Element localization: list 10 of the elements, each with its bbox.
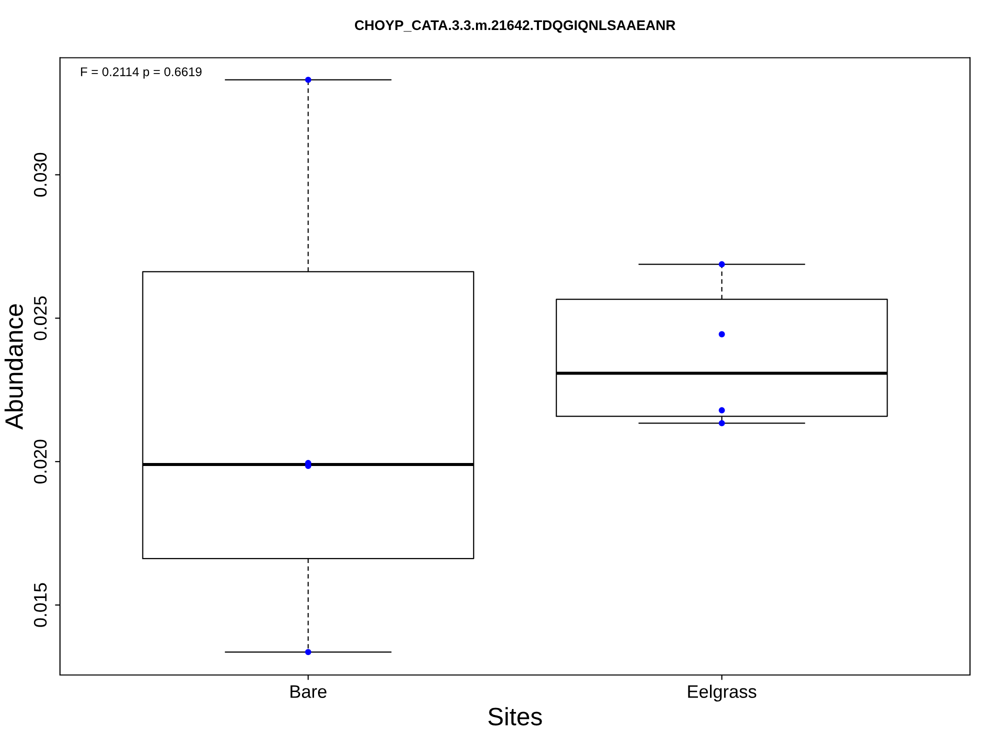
x-axis-title: Sites [488, 707, 542, 726]
annotation: F = 0.2114 p = 0.6619 [81, 67, 202, 79]
y-tick-label: 0.025 [34, 296, 47, 340]
y-tick-label: 0.030 [34, 152, 47, 197]
x-tick-label: Bare [290, 685, 326, 698]
y-axis-title: Abundance [4, 304, 23, 430]
y-tick-label: 0.020 [34, 440, 47, 484]
y-tick-label: 0.015 [34, 583, 47, 627]
chart-title: CHOYP_CATA.3.3.m.21642.TDQGIQNLSAAEANR [354, 20, 676, 33]
x-tick-label: Eelgrass [688, 684, 756, 702]
